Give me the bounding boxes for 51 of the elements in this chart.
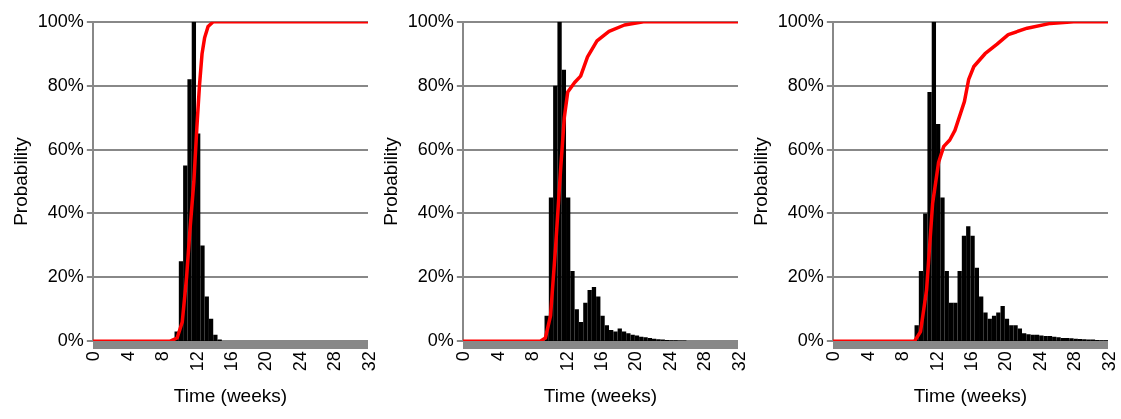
y-axis-title: Probability	[749, 136, 771, 226]
x-axis-title: Time (weeks)	[913, 384, 1028, 406]
y-tick-label: 0%	[427, 330, 454, 351]
x-axis-title: Time (weeks)	[173, 384, 288, 406]
x-axis-title: Time (weeks)	[543, 384, 658, 406]
y-tick-label: 20%	[787, 266, 824, 287]
y-tick-label: 40%	[787, 202, 824, 223]
x-tick-label: 8	[522, 351, 543, 362]
x-tick-label: 0	[453, 351, 474, 362]
y-tick-label: 60%	[417, 138, 454, 159]
x-tick-label: 24	[289, 351, 310, 372]
x-tick-label: 32	[1098, 351, 1119, 372]
x-tick-label: 4	[857, 351, 878, 362]
x-tick-label: 16	[590, 351, 611, 372]
y-tick-label: 40%	[417, 202, 454, 223]
y-axis-title: Probability	[9, 136, 31, 226]
y-tick-label: 0%	[57, 330, 84, 351]
y-tick-label: 20%	[47, 266, 84, 287]
y-tick-label: 60%	[47, 138, 84, 159]
x-tick-label: 32	[728, 351, 749, 372]
x-tick-label: 20	[625, 351, 646, 372]
y-tick-label: 20%	[417, 266, 454, 287]
x-tick-label: 12	[926, 351, 947, 372]
x-tick-label: 20	[995, 351, 1016, 372]
x-tick-label: 16	[220, 351, 241, 372]
x-tick-label: 28	[324, 351, 345, 372]
y-tick-label: 60%	[787, 138, 824, 159]
y-tick-label: 80%	[47, 74, 84, 95]
x-tick-label: 12	[556, 351, 577, 372]
x-tick-label: 20	[255, 351, 276, 372]
x-tick-label: 0	[83, 351, 104, 362]
x-tick-label: 4	[487, 351, 508, 362]
x-tick-label: 32	[358, 351, 379, 372]
y-tick-label: 100%	[407, 10, 454, 31]
y-tick-label: 80%	[787, 74, 824, 95]
y-tick-label: 0%	[797, 330, 824, 351]
y-tick-label: 80%	[417, 74, 454, 95]
x-tick-label: 24	[659, 351, 680, 372]
x-tick-label: 12	[186, 351, 207, 372]
x-tick-label: 28	[694, 351, 715, 372]
y-tick-label: 100%	[777, 10, 824, 31]
x-tick-label: 4	[117, 351, 138, 362]
y-axis-title: Probability	[379, 136, 401, 226]
x-tick-label: 8	[892, 351, 913, 362]
x-tick-label: 16	[960, 351, 981, 372]
x-tick-label: 24	[1029, 351, 1050, 372]
y-tick-label: 100%	[37, 10, 84, 31]
x-tick-label: 0	[823, 351, 844, 362]
x-tick-label: 28	[1064, 351, 1085, 372]
x-tick-label: 8	[152, 351, 173, 362]
y-tick-label: 40%	[47, 202, 84, 223]
